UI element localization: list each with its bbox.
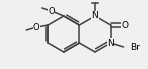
Text: Br: Br (130, 43, 140, 51)
Text: O: O (121, 20, 128, 30)
Text: N: N (92, 12, 98, 20)
Text: N: N (107, 39, 114, 47)
Text: O: O (33, 22, 40, 32)
Text: O: O (49, 6, 55, 16)
